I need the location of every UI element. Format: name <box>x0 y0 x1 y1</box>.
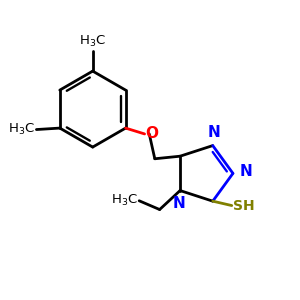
Text: O: O <box>145 126 158 141</box>
Text: N: N <box>172 196 185 211</box>
Text: SH: SH <box>233 199 255 213</box>
Text: N: N <box>208 125 220 140</box>
Text: H$_3$C: H$_3$C <box>111 193 138 208</box>
Text: H$_3$C: H$_3$C <box>79 34 106 49</box>
Text: N: N <box>239 164 252 179</box>
Text: H$_3$C: H$_3$C <box>8 122 35 137</box>
